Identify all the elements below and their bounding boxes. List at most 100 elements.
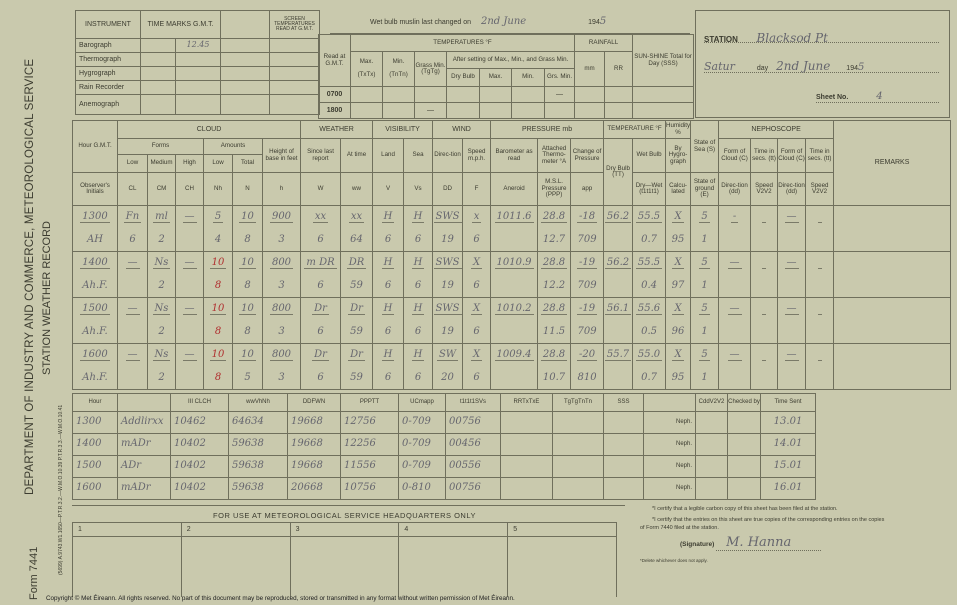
observation-cell: 10.7 [537,366,572,390]
observation-value: X [672,303,684,315]
code-cell [695,433,728,456]
observation-cell: Dr [340,297,374,321]
observation-value: SWS [433,211,462,223]
hq-column: 4 [398,523,508,597]
observation-value: — [125,257,140,269]
time-mark: 12.45 [175,38,221,53]
observation-cell: 8 [232,228,263,252]
code-header: III CLCH [170,393,229,412]
observation-value: 2 [158,233,165,245]
observation-cell: Ns [147,297,176,321]
observation-cell: 6 [372,320,405,344]
remarks-cell [833,251,952,275]
observation-value: — [784,303,799,315]
observation-row: Ah.F. 2 8 8 3 6 59 6 6 19 6 12.2 709 0.4 97 1 [72,274,952,298]
code-row: 1500 ADr 10402 59638 19668 11556 0-709 00556 Nep… [72,455,926,478]
observation-value: Fn [123,211,142,223]
observation-cell: 1009.4 [490,343,539,367]
code-cell: 10402 [170,455,229,478]
observation-cell: 0.7 [632,228,667,252]
code-cell: 11556 [340,455,399,478]
observation-cell: 97 [665,274,692,298]
hq-column: 1 [72,523,181,597]
observation-value [817,349,822,361]
observation-value: 3 [278,279,285,291]
code-cell: Neph. [643,477,696,500]
grass-min-header: Grass Min. [415,61,446,69]
observation-value: 1 [701,325,708,337]
cl-code: CL [117,172,148,206]
neph-direction-code: Direc-tion (dd) [777,172,807,206]
observation-cell: — [117,297,148,321]
observation-value: 3 [278,233,285,245]
rainfall-header: RAINFALL [574,34,634,52]
observation-value: 19 [441,279,454,291]
observation-value: Dr [348,349,365,361]
observation-value: X [672,211,684,223]
observation-cell: — [777,251,807,275]
year-prefix: 194 [846,65,858,72]
observation-cell: 6 [372,366,405,390]
temperatures-table: Read at G.M.T. TEMPERATURES °F RAINFALL SUN… [318,34,695,119]
observation-cell: 10 [203,297,233,321]
time-mark [140,38,176,53]
instrument-header: INSTRUMENT [75,10,141,39]
ground-code: State of ground (E) [690,172,720,206]
observation-cell: 4 [203,228,233,252]
observation-value: — [125,303,140,315]
copyright: Copyright © Met Éireann. All rights rese… [46,595,515,602]
code-cell [727,455,761,478]
dd-code: DD [432,172,464,206]
observation-cell: 10 [232,297,263,321]
observation-cell: 8 [203,366,233,390]
observation-cell: 1011.6 [490,205,539,229]
observation-cell: 55.5 [632,205,667,229]
observation-cell: 10 [203,343,233,367]
instrument-name: Hygrograph [75,66,141,81]
observation-cell [805,297,835,321]
code-cell [695,477,728,500]
hq-column: 3 [289,523,399,597]
observation-value: X [470,257,483,269]
observation-value: 12.2 [542,279,566,291]
observation-cell: — [718,297,752,321]
signature-label: (Signature) [680,540,715,548]
observations-table: Hour G.M.T. CLOUD WEATHER VISIBILITY WIN… [72,120,952,390]
code-row: 1400 mADr 10402 59638 19668 12256 0-709 00456 Ne… [72,433,926,456]
station-name: Blacksod Pt [756,31,828,45]
department-title: DEPARTMENT OF INDUSTRY AND COMMERCE, MET… [24,58,36,495]
aneroid-code: Aneroid [490,172,539,206]
code-header: wwVhNh [228,393,288,412]
observation-value: X [470,303,483,315]
observation-cell: H [372,251,405,275]
observation-cell [603,274,634,298]
total-header: Total [232,154,263,173]
code-cell [603,433,644,456]
observation-value: 95 [671,371,685,383]
muslin-label: Wet bulb muslin last changed on [370,19,472,26]
hq-column-number: 4 [399,523,508,537]
observation-cell: 11.5 [537,320,572,344]
record-title: STATION WEATHER RECORD [41,221,53,375]
form-cloud-header: Form of Cloud (C) [777,138,807,173]
initials-header: Observer's Initials [72,172,118,206]
observation-cell: Dr [340,343,374,367]
observation-cell: DR [340,251,374,275]
observation-cell: 6 [300,320,342,344]
observation-value: 59 [350,325,363,337]
observation-value: 800 [269,349,294,361]
code-cell: 10402 [170,433,229,456]
observation-cell [777,274,807,298]
observation-value [762,257,767,269]
after-setting-header: After setting of Max., Min., and Grass M… [445,51,576,69]
hq-column-number: 3 [290,523,399,537]
code-header: RRTxTxE [500,393,553,412]
observation-value: 10 [239,211,256,223]
medium-header: Medium [147,154,176,173]
observation-cell: 3 [261,366,302,390]
code-cell [727,411,761,434]
observation-value: — [784,211,799,223]
observation-cell: 1010.9 [490,251,539,275]
code-cell: Neph. [643,433,696,456]
code-cell: 0-709 [398,455,446,478]
